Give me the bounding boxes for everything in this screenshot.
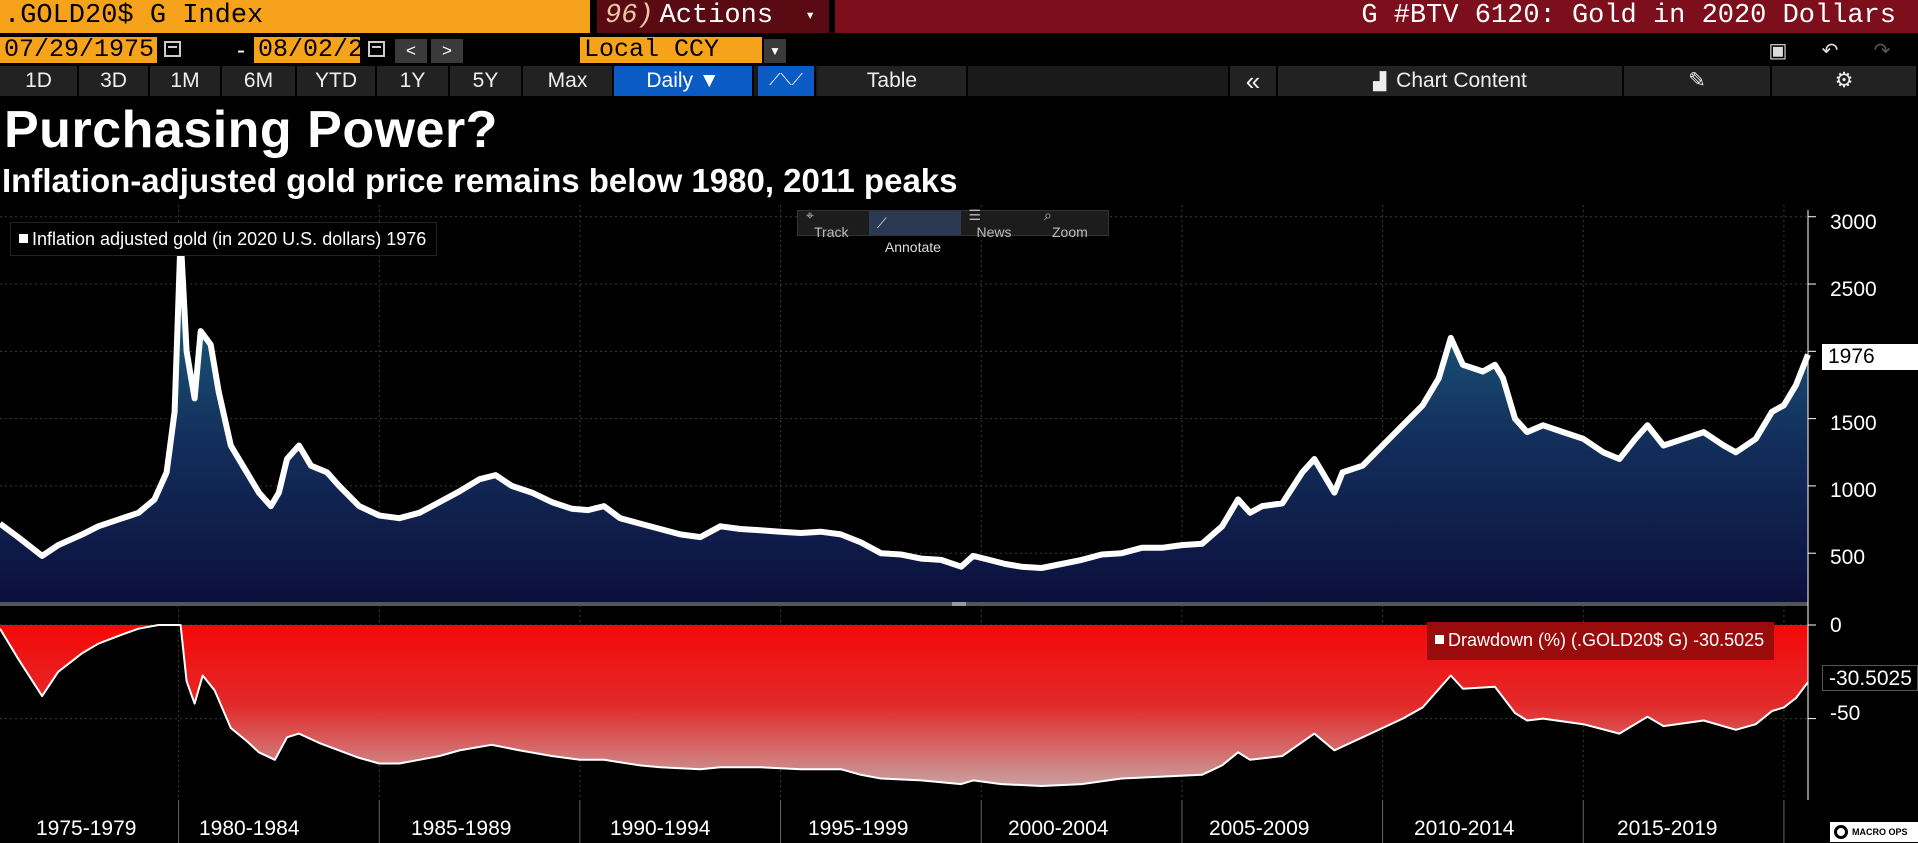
drawdown-legend[interactable]: Drawdown (%) (.GOLD20$ G) -30.5025: [1427, 622, 1775, 660]
period-button-1m[interactable]: 1M: [150, 66, 222, 96]
x-period-label: 2015-2019: [1617, 817, 1718, 840]
drawdown-line: [0, 624, 1809, 787]
legend-swatch: [19, 233, 28, 243]
date-range-dash: -: [237, 37, 245, 64]
macro-ops-logo: MACRO OPS: [1830, 822, 1918, 842]
drawdown-area: [0, 625, 1808, 786]
period-button-5y[interactable]: 5Y: [450, 66, 523, 96]
y-tick-label: 0: [1830, 614, 1842, 637]
date-range-bar: 07/29/1975 - 08/02/2020 < > Local CCY ▼ …: [0, 35, 1918, 65]
gold-price-area: [0, 236, 1808, 603]
chart-tools-bar: ⌖ Track ⟋ Annotate ☰ News ⌕ Zoom: [797, 207, 1109, 255]
start-date-input[interactable]: 07/29/1975: [0, 37, 157, 63]
presentation-icon[interactable]: ▣: [1768, 40, 1788, 62]
period-button-3d[interactable]: 3D: [79, 66, 150, 96]
x-period-label: 2005-2009: [1209, 817, 1310, 840]
zoom-tool-label: Zoom: [1051, 223, 1088, 240]
period-button-ytd[interactable]: YTD: [297, 66, 377, 96]
drawdown-legend-label: Drawdown (%) (.GOLD20$ G) -30.5025: [1448, 630, 1765, 650]
line-chart-icon[interactable]: ⟋⟍⟋: [758, 66, 816, 96]
y-tick-label: 500: [1830, 546, 1866, 569]
x-period-label: 1980-1984: [199, 817, 300, 840]
toolbar-spacer: [968, 66, 1230, 96]
zoom-tool[interactable]: ⌕ Zoom: [1036, 207, 1108, 240]
y-axis-ticks: [1808, 216, 1816, 720]
track-tool-label: Track: [814, 223, 849, 240]
legend-swatch: [1435, 634, 1444, 644]
gear-icon[interactable]: ⚙: [1772, 66, 1918, 96]
period-toolbar: 1D 3D 1M 6M YTD 1Y 5Y Max Daily ▼ ⟋⟍⟋ Ta…: [0, 66, 1918, 96]
title-toolbar: .GOLD20$ G Index 96) Actions ▾ G #BTV 612…: [0, 0, 1918, 34]
y-tick-label: 2500: [1830, 278, 1877, 301]
track-tool[interactable]: ⌖ Track: [798, 207, 869, 240]
x-period-label: 1990-1994: [610, 817, 711, 840]
actions-number: 96): [605, 1, 654, 31]
period-button-6m[interactable]: 6M: [222, 66, 297, 96]
chart-content-label: Chart Content: [1396, 69, 1527, 92]
calendar-icon[interactable]: [368, 41, 385, 57]
price-legend[interactable]: Inflation adjusted gold (in 2020 U.S. do…: [10, 222, 438, 256]
x-period-label: 1995-1999: [808, 817, 909, 840]
annotate-tool[interactable]: ⟋ Annotate: [868, 211, 961, 255]
y-tick-label: 1000: [1830, 479, 1877, 502]
actions-menu-button[interactable]: 96) Actions ▾: [597, 0, 829, 33]
pane-divider[interactable]: [0, 602, 1808, 606]
edit-chart-icon[interactable]: ✎: [1624, 66, 1772, 96]
undo-icon[interactable]: ↶: [1821, 40, 1839, 62]
news-tool[interactable]: ☰ News: [961, 207, 1036, 240]
y-tick-label: 1500: [1830, 412, 1877, 435]
period-button-max[interactable]: Max: [523, 66, 614, 96]
table-button[interactable]: Table: [818, 66, 968, 96]
calendar-icon[interactable]: [164, 41, 181, 57]
function-title: G #BTV 6120: Gold in 2020 Dollars: [835, 0, 1918, 33]
chart-content-button[interactable]: ▟ Chart Content: [1278, 66, 1624, 96]
redo-icon[interactable]: ↷: [1873, 40, 1891, 62]
frequency-dropdown[interactable]: Daily ▼: [614, 66, 754, 96]
currency-select[interactable]: Local CCY: [580, 37, 762, 63]
chart-title: Purchasing Power?: [4, 101, 498, 159]
pane-divider-handle[interactable]: [952, 602, 966, 606]
x-period-label: 2000-2004: [1008, 817, 1109, 840]
actions-label: Actions: [659, 1, 774, 31]
x-period-label: 1985-1989: [411, 817, 512, 840]
period-button-1y[interactable]: 1Y: [377, 66, 450, 96]
previous-period-button[interactable]: <: [395, 39, 427, 63]
chevron-down-icon[interactable]: ▼: [764, 39, 786, 63]
period-button-1d[interactable]: 1D: [0, 66, 79, 96]
x-period-label: 1975-1979: [36, 817, 137, 840]
collapse-button[interactable]: «: [1230, 66, 1278, 96]
annotate-tool-label: Annotate: [884, 239, 941, 255]
chart-content-icon: ▟: [1373, 72, 1387, 91]
last-drawdown-label: -30.5025: [1822, 665, 1918, 691]
next-period-button[interactable]: >: [431, 39, 463, 63]
news-tool-label: News: [976, 223, 1012, 240]
x-period-label: 2010-2014: [1414, 817, 1515, 840]
chart-subtitle: Inflation-adjusted gold price remains be…: [2, 162, 958, 199]
last-price-label: 1976: [1822, 344, 1918, 370]
security-ticker-field[interactable]: .GOLD20$ G Index: [0, 0, 590, 33]
gold-price-line: [0, 233, 1811, 571]
y-tick-label: 3000: [1830, 211, 1877, 234]
price-legend-label: Inflation adjusted gold (in 2020 U.S. do…: [32, 229, 427, 249]
y-tick-label: -50: [1830, 702, 1861, 725]
chevron-down-icon: ▾: [805, 7, 815, 25]
